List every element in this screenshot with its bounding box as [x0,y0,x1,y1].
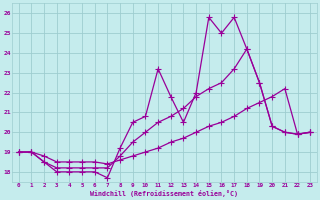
X-axis label: Windchill (Refroidissement éolien,°C): Windchill (Refroidissement éolien,°C) [91,190,238,197]
